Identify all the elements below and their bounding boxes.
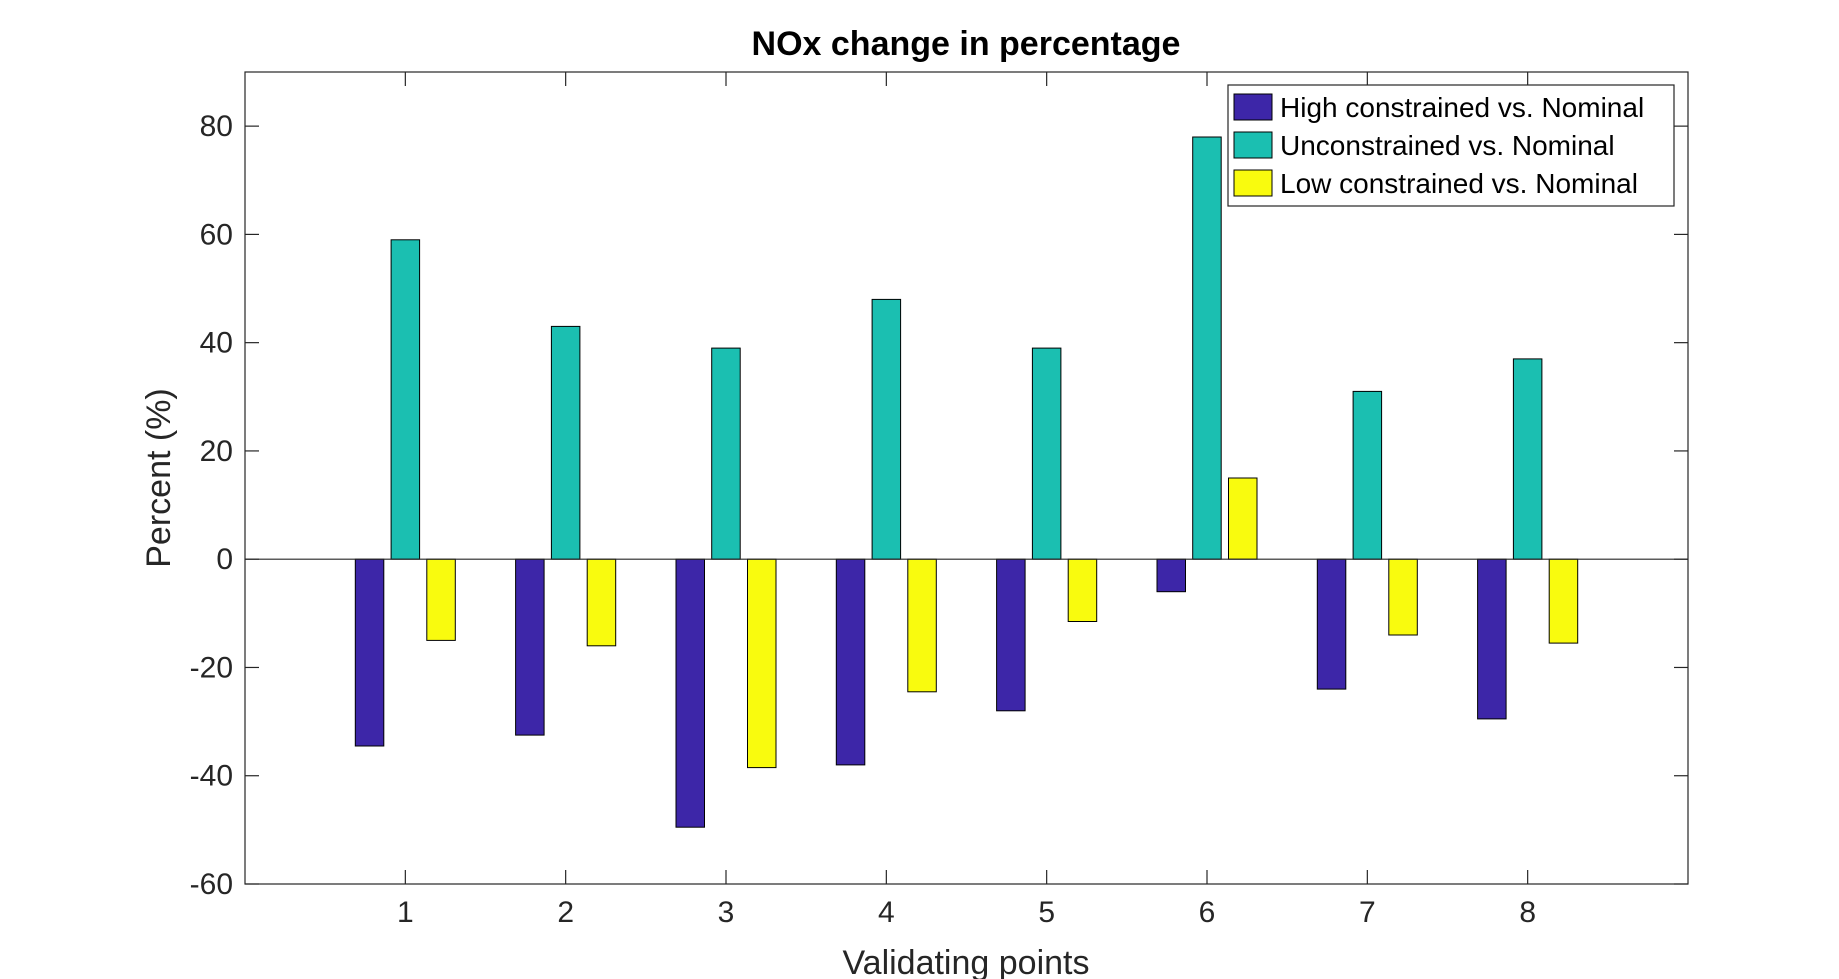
y-tick-label: -40 (190, 760, 233, 793)
bar-series-2-point-2 (550, 325, 581, 560)
y-tick-label: -60 (190, 868, 233, 901)
bars-layer (354, 136, 1579, 828)
y-tick-label: -20 (190, 651, 233, 684)
legend: High constrained vs. Nominal Unconstraine… (1227, 84, 1675, 207)
bar-series-1-point-7 (1316, 558, 1347, 690)
x-axis-title: Validating points (843, 944, 1090, 979)
legend-label-series-1: High constrained vs. Nominal (1280, 92, 1644, 123)
bar-series-3-point-7 (1388, 558, 1418, 636)
x-tick-label: 3 (718, 896, 735, 929)
bar-series-2-point-4 (871, 298, 902, 560)
x-tick-label: 7 (1359, 896, 1376, 929)
bar-series-2-point-7 (1352, 390, 1383, 560)
plot-frame (244, 71, 1689, 885)
y-tick-label: 0 (216, 543, 233, 576)
bar-series-3-point-1 (426, 558, 456, 641)
ticks-layer: -60 -40 -20 0 20 40 60 80 1 2 3 4 5 6 7 8 (190, 72, 1688, 929)
plot-area (245, 72, 1688, 884)
legend-swatch-series-1 (1233, 93, 1273, 121)
bar-series-2-point-3 (711, 347, 741, 560)
x-tick-label: 6 (1199, 896, 1216, 929)
bar-series-1-point-1 (354, 558, 385, 747)
legend-items: High constrained vs. Nominal Unconstraine… (1233, 92, 1644, 199)
legend-swatch-series-3 (1233, 169, 1273, 197)
bar-series-3-point-2 (586, 558, 617, 647)
bar-series-3-point-3 (747, 558, 777, 769)
bar-series-2-point-6 (1192, 136, 1222, 560)
y-axis-title: Percent (%) (140, 388, 178, 568)
y-tick-label: 20 (200, 435, 233, 468)
legend-label-series-2: Unconstrained vs. Nominal (1280, 130, 1615, 161)
legend-label-series-3: Low constrained vs. Nominal (1280, 168, 1638, 199)
bar-series-3-point-4 (907, 558, 937, 693)
bar-series-1-point-3 (675, 558, 705, 828)
bar-series-1-point-8 (1477, 558, 1507, 720)
bar-series-3-point-6 (1228, 477, 1258, 560)
bar-series-2-point-5 (1031, 347, 1062, 560)
bar-series-3-point-8 (1548, 558, 1579, 644)
bar-series-3-point-5 (1067, 558, 1098, 623)
x-tick-label: 2 (557, 896, 574, 929)
bar-series-1-point-5 (996, 558, 1026, 712)
bar-series-1-point-6 (1156, 558, 1186, 593)
bar-series-1-point-4 (835, 558, 866, 766)
y-tick-label: 60 (200, 218, 233, 251)
x-tick-label: 5 (1038, 896, 1055, 929)
chart-title: NOx change in percentage (752, 25, 1181, 63)
bar-series-2-point-8 (1512, 358, 1543, 560)
legend-box (1227, 84, 1675, 207)
y-tick-label: 40 (200, 327, 233, 360)
y-tick-label: 80 (200, 110, 233, 143)
x-tick-label: 1 (397, 896, 414, 929)
bar-series-1-point-2 (515, 558, 545, 736)
x-tick-label: 4 (878, 896, 895, 929)
legend-swatch-series-2 (1233, 131, 1273, 159)
bar-series-2-point-1 (390, 239, 421, 560)
x-tick-label: 8 (1519, 896, 1536, 929)
